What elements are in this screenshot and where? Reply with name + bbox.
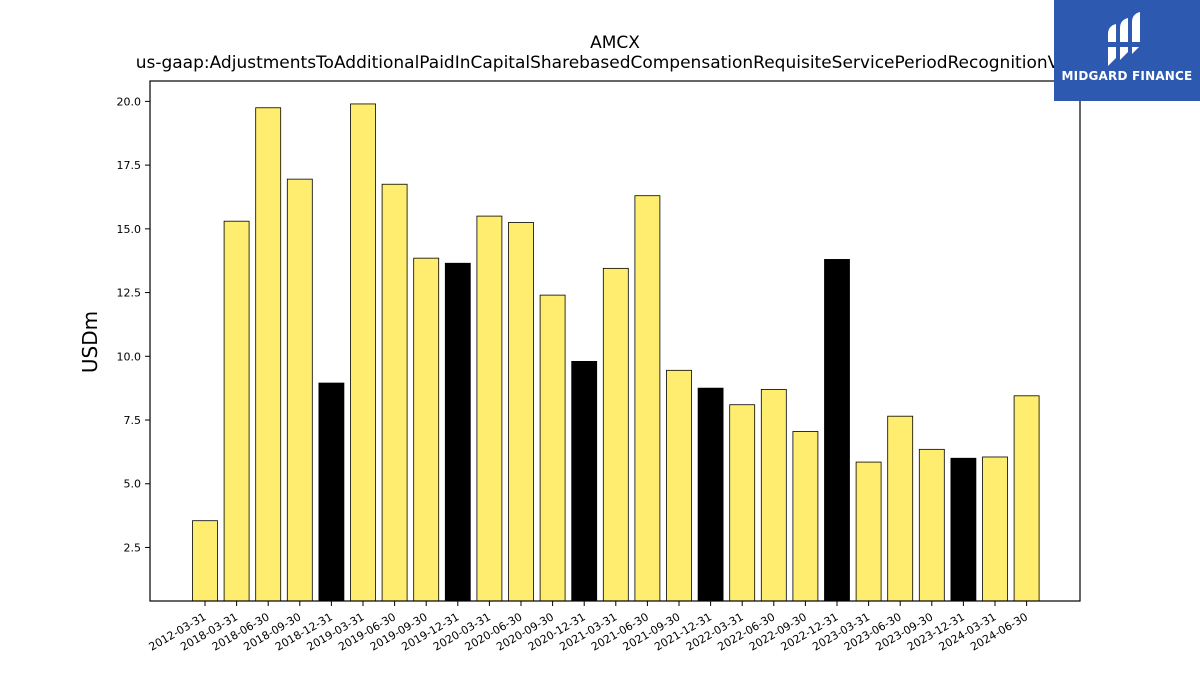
- plot-area: 2.55.07.510.012.515.017.520.02012-03-312…: [117, 80, 1081, 654]
- y-tick-label: 12.5: [117, 287, 142, 300]
- bar-2020-12-31: [571, 360, 598, 602]
- chart-subtitle: us-gaap:AdjustmentsToAdditionalPaidInCap…: [136, 53, 1095, 73]
- plot-frame: [149, 80, 1081, 602]
- y-tick-label: 5.0: [124, 478, 142, 491]
- bar-2018-09-30: [286, 178, 313, 602]
- bar-2023-09-30: [918, 448, 945, 602]
- bar-2023-12-31: [950, 457, 977, 602]
- bar-2020-03-31: [476, 215, 503, 602]
- bar-2022-09-30: [792, 431, 819, 602]
- bar-2023-03-31: [855, 461, 882, 602]
- y-tick-label: 17.5: [117, 159, 142, 172]
- bar-2021-09-30: [666, 369, 692, 602]
- bar-2019-09-30: [413, 257, 440, 602]
- bar-2012-03-31: [192, 520, 218, 602]
- y-tick-label: 7.5: [124, 414, 142, 427]
- bar-2022-12-31: [824, 259, 850, 602]
- bar-2021-03-31: [602, 267, 629, 602]
- bar-2018-03-31: [223, 220, 250, 602]
- y-tick-label: 2.5: [124, 541, 142, 554]
- bar-2019-12-31: [444, 262, 471, 602]
- bar-2019-06-30: [381, 183, 408, 602]
- y-tick-label: 15.0: [117, 223, 142, 236]
- bar-2020-06-30: [508, 222, 534, 602]
- bar-2018-12-31: [318, 382, 345, 602]
- bar-2024-03-31: [982, 456, 1008, 602]
- bar-2019-03-31: [350, 103, 376, 602]
- bar-2021-12-31: [697, 387, 724, 602]
- y-tick-label: 20.0: [117, 95, 142, 108]
- bar-2022-03-31: [729, 404, 756, 602]
- bar-2022-06-30: [760, 389, 787, 602]
- chart-title: AMCX: [590, 33, 640, 53]
- y-axis-label: USDm: [78, 311, 102, 373]
- y-tick-label: 10.0: [117, 350, 142, 363]
- bar-2020-09-30: [539, 294, 566, 602]
- logo-mark-icon: [1106, 12, 1144, 66]
- bar-2018-06-30: [255, 107, 282, 602]
- logo-text: MIDGARD FINANCE: [1061, 69, 1193, 83]
- bar-2024-06-30: [1013, 395, 1040, 602]
- bar-2021-06-30: [634, 195, 661, 602]
- bar-2023-06-30: [887, 415, 914, 602]
- brand-logo: MIDGARD FINANCE: [1054, 0, 1200, 101]
